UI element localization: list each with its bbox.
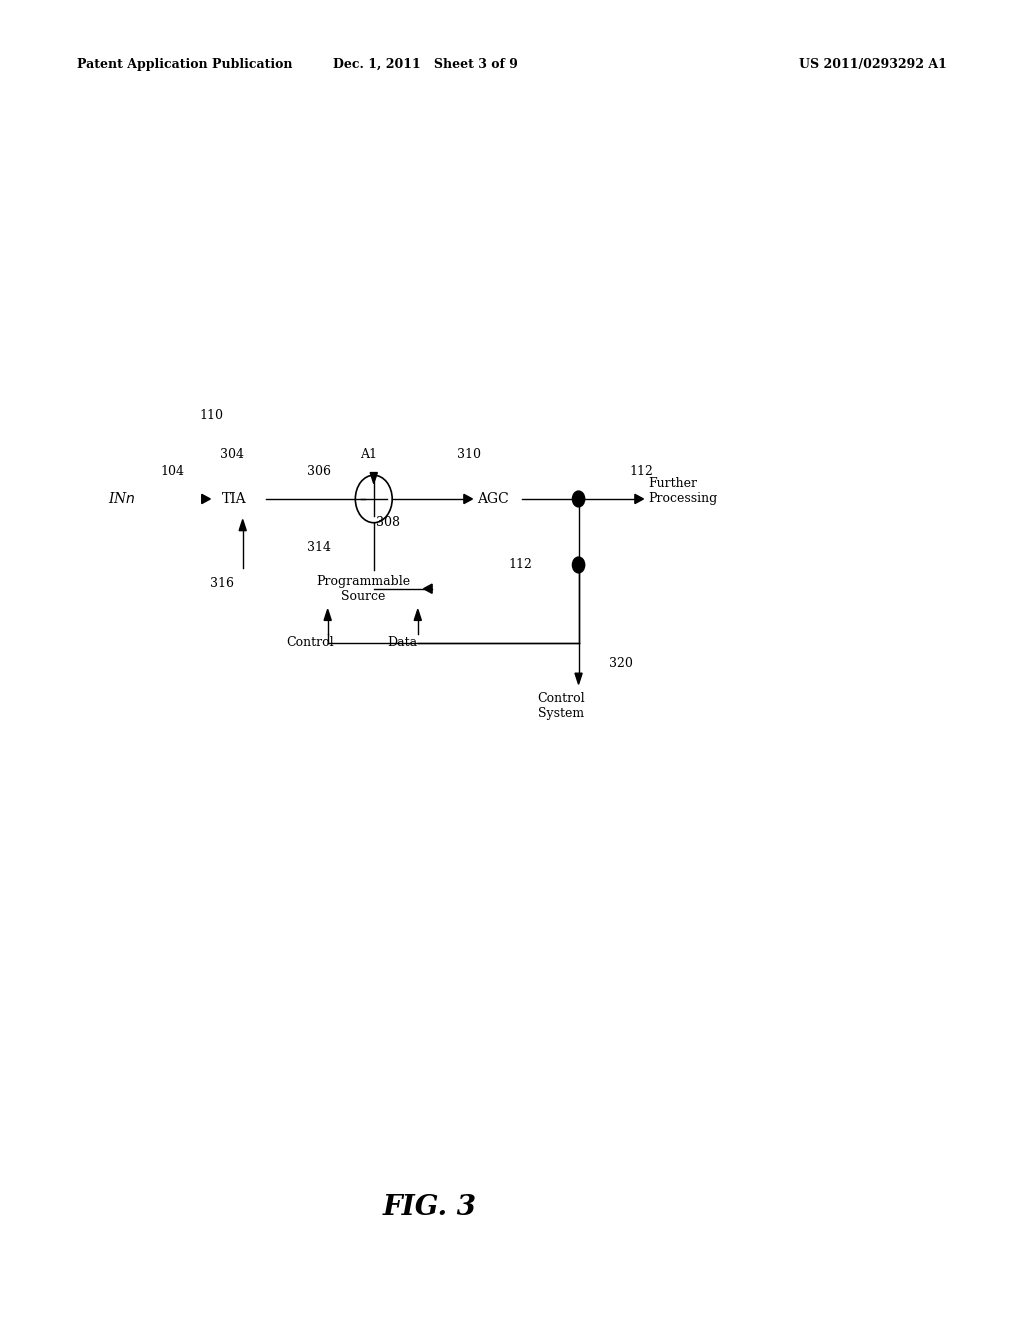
Text: 310: 310 bbox=[457, 447, 480, 461]
Text: US 2011/0293292 A1: US 2011/0293292 A1 bbox=[799, 58, 946, 71]
Text: TIA: TIA bbox=[222, 492, 247, 506]
Polygon shape bbox=[239, 520, 246, 531]
Text: 110: 110 bbox=[200, 409, 223, 422]
Circle shape bbox=[572, 557, 585, 573]
Text: 320: 320 bbox=[609, 657, 633, 671]
Text: 306: 306 bbox=[307, 465, 331, 478]
Text: 316: 316 bbox=[210, 577, 233, 590]
Text: AGC: AGC bbox=[477, 492, 509, 506]
Text: 112: 112 bbox=[509, 558, 532, 572]
Polygon shape bbox=[202, 495, 210, 503]
Text: 112: 112 bbox=[630, 465, 653, 478]
Polygon shape bbox=[575, 673, 582, 684]
Polygon shape bbox=[635, 495, 643, 503]
Text: A1: A1 bbox=[360, 447, 378, 461]
Text: Further
Processing: Further Processing bbox=[648, 477, 718, 506]
Text: Control
System: Control System bbox=[538, 692, 585, 721]
Text: Data: Data bbox=[387, 636, 418, 649]
Text: FIG. 3: FIG. 3 bbox=[383, 1195, 477, 1221]
Polygon shape bbox=[464, 495, 472, 503]
Polygon shape bbox=[371, 473, 377, 483]
Text: 314: 314 bbox=[307, 541, 331, 554]
Text: Programmable
Source: Programmable Source bbox=[316, 574, 411, 603]
Text: IN$n$: IN$n$ bbox=[108, 491, 135, 507]
Text: Patent Application Publication: Patent Application Publication bbox=[77, 58, 292, 71]
Text: Control: Control bbox=[287, 636, 334, 649]
Polygon shape bbox=[414, 610, 422, 620]
Text: 308: 308 bbox=[376, 516, 399, 529]
Polygon shape bbox=[424, 583, 432, 593]
Text: 104: 104 bbox=[161, 465, 184, 478]
Polygon shape bbox=[324, 610, 332, 620]
Circle shape bbox=[572, 491, 585, 507]
Text: Dec. 1, 2011   Sheet 3 of 9: Dec. 1, 2011 Sheet 3 of 9 bbox=[333, 58, 517, 71]
Text: 304: 304 bbox=[220, 447, 244, 461]
